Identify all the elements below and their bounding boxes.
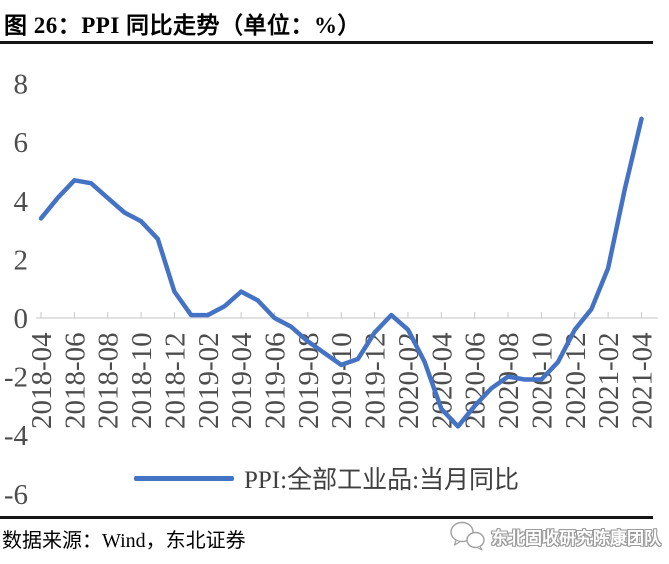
x-axis-label: 2020-02: [393, 332, 425, 429]
x-axis-label: 2019-10: [326, 332, 358, 429]
y-axis-label: 2: [14, 244, 29, 276]
ppi-series-line: [38, 116, 644, 429]
y-axis-label: -6: [4, 479, 28, 511]
watermark-badge: 东北固收研究陈康团队: [449, 521, 661, 551]
x-axis-label: 2018-04: [26, 332, 58, 429]
x-axis-label: 2020-06: [460, 332, 492, 429]
figure-title: 图 26：PPI 同比走势（单位：%）: [4, 13, 362, 38]
chart-legend: PPI:全部工业品:当月同比: [0, 460, 653, 496]
data-source-note: 数据来源：Wind，东北证券: [2, 530, 246, 552]
bottom-divider: [0, 516, 653, 519]
x-axis-label: 2019-04: [226, 332, 258, 429]
y-axis-label: 6: [14, 127, 29, 159]
x-axis-label: 2019-08: [293, 332, 325, 429]
x-axis-label: 2018-12: [159, 332, 191, 429]
x-axis-label: 2019-06: [260, 332, 292, 429]
y-axis-label: -4: [4, 420, 29, 452]
y-axis-label: 8: [14, 69, 29, 101]
top-divider: [0, 41, 653, 44]
y-axis-label: 4: [14, 186, 29, 218]
watermark-label: 东北固收研究陈康团队: [491, 528, 661, 548]
x-axis-label: 2019-02: [193, 332, 225, 429]
x-axis-label: 2018-10: [126, 332, 158, 429]
wechat-icon: [450, 521, 485, 551]
x-axis-label: 2018-06: [59, 332, 91, 429]
x-axis-label: 2021-04: [626, 332, 658, 429]
legend-line-marker: [133, 475, 234, 481]
legend-series-label: PPI:全部工业品:当月同比: [243, 467, 520, 494]
x-axis-label: 2021-02: [593, 332, 625, 429]
y-axis-label: 0: [14, 303, 29, 335]
x-axis-label: 2018-08: [93, 332, 125, 429]
y-axis-label: -2: [4, 362, 28, 394]
